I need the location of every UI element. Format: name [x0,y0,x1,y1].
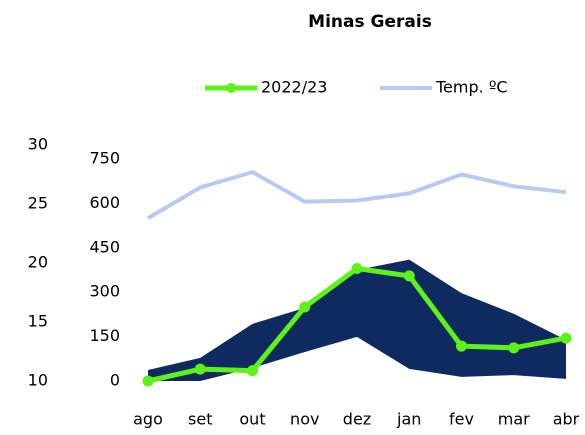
chart-title: Minas Gerais [308,12,432,32]
y-tick-label: 750 [89,149,120,168]
series-line [146,170,567,220]
point [456,340,467,352]
x-tick-label: nov [290,410,319,429]
x-tick-label: dez [343,410,371,429]
x-tick-label: set [188,410,212,429]
y2-tick-label: 10 [28,371,48,390]
point [403,270,415,282]
x-tick-label: out [239,410,265,429]
y-tick-label: 600 [89,193,120,212]
legend-label: Temp. ºC [435,78,508,97]
y-tick-label: 150 [89,326,120,345]
x-tick-label: jan [396,410,421,429]
y2-tick-label: 30 [28,135,48,154]
y2-tick-label: 25 [28,194,48,213]
y-tick-label: 0 [110,371,120,390]
legend-marker [226,83,236,93]
y2-tick-label: 15 [28,312,48,331]
point [194,363,206,375]
y-tick-label: 450 [89,237,120,256]
point [351,263,363,275]
y-tick-label: 300 [89,282,120,301]
point [299,301,311,313]
point [247,365,258,377]
point [142,375,154,387]
x-tick-label: abr [553,410,580,429]
x-tick-label: mar [498,410,530,429]
x-tick-label: fev [449,410,474,429]
y2-tick-label: 20 [28,253,48,272]
x-tick-label: ago [133,410,163,429]
point [560,332,572,344]
point [508,342,520,354]
legend-label: 2022/23 [261,78,327,97]
range-band [148,259,566,381]
